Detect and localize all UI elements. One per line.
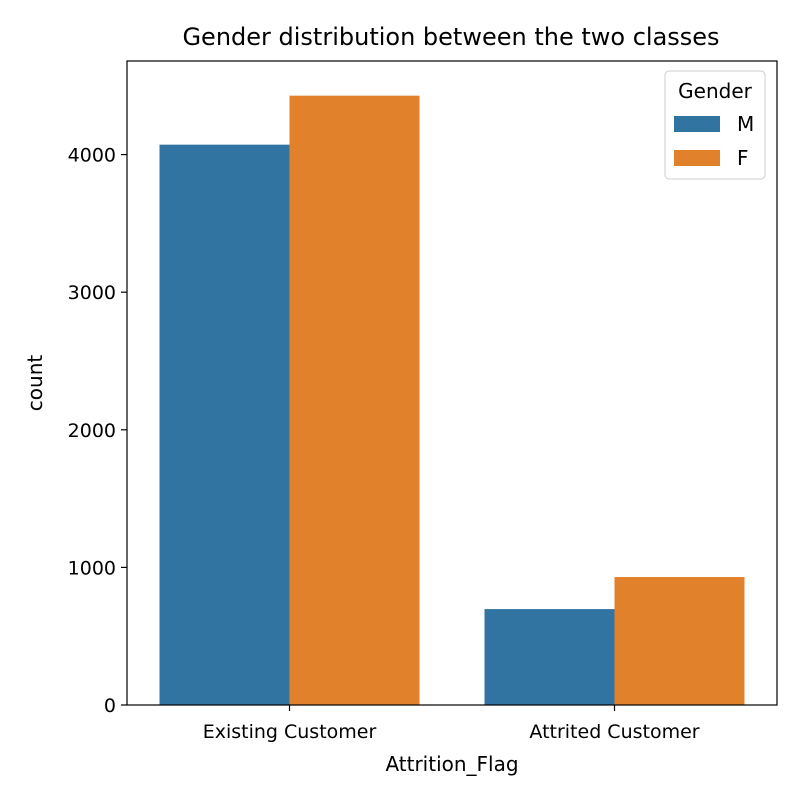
y-tick-label: 0 xyxy=(104,695,116,717)
y-tick-label: 2000 xyxy=(68,420,116,442)
bars xyxy=(159,95,745,705)
y-tick-label: 3000 xyxy=(68,282,116,304)
x-tick-label: Existing Customer xyxy=(203,721,377,743)
y-tick-label: 1000 xyxy=(68,557,116,579)
plot-frame xyxy=(126,60,778,706)
x-axis: Existing Customer Attrited Customer xyxy=(203,705,700,743)
legend-label-m: M xyxy=(737,112,754,136)
bar-f-1 xyxy=(289,95,420,705)
legend-swatch-f xyxy=(674,150,720,166)
bar-m-1 xyxy=(159,144,290,705)
legend-swatch-m xyxy=(674,116,720,132)
x-tick-label: Attrited Customer xyxy=(529,721,699,743)
bar-f-2 xyxy=(614,577,745,705)
legend-label-f: F xyxy=(737,146,749,170)
bar-m-2 xyxy=(484,609,615,705)
y-axis-label: count xyxy=(23,355,47,412)
x-axis-label: Attrition_Flag xyxy=(385,752,518,776)
legend-title: Gender xyxy=(678,79,752,103)
chart-title: Gender distribution between the two clas… xyxy=(182,23,719,51)
legend: Gender MF xyxy=(664,70,766,180)
y-axis: 0 1000 2000 3000 4000 xyxy=(68,145,127,717)
y-tick-label: 4000 xyxy=(68,145,116,167)
